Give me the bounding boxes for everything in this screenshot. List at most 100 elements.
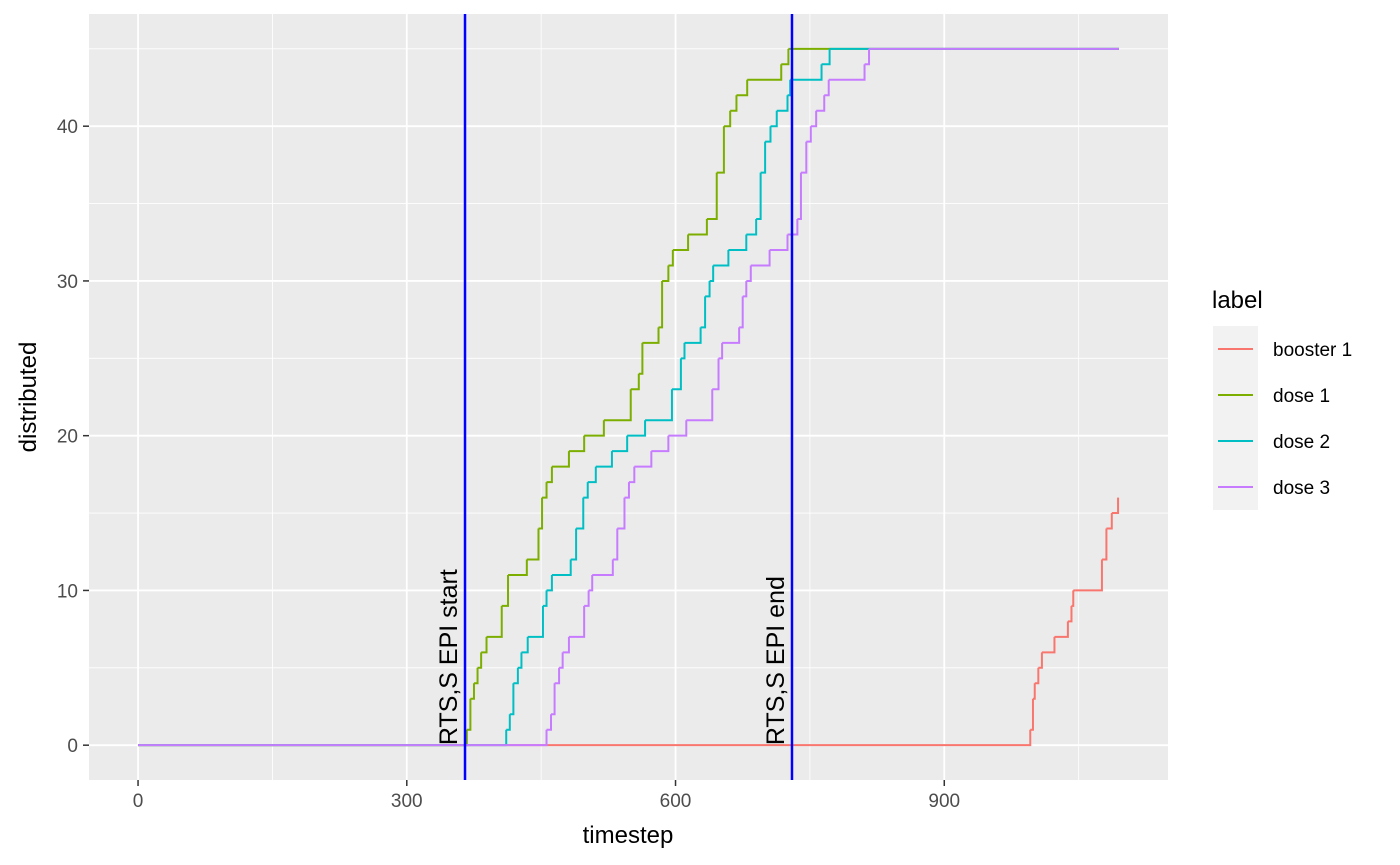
step-segment: [538, 497, 544, 530]
step-segment: [684, 327, 702, 344]
panel-background: [89, 14, 1168, 780]
step-segment: [542, 482, 548, 499]
step-segment: [517, 652, 523, 669]
step-segment: [624, 482, 630, 499]
step-segment: [506, 714, 511, 731]
step-segment: [508, 559, 528, 576]
y-axis-title: distributed: [15, 342, 42, 453]
step-segment: [1111, 497, 1120, 515]
step-segment: [730, 95, 738, 112]
step-segment: [627, 420, 647, 437]
step-segment: [722, 327, 741, 344]
step-segment: [651, 435, 670, 453]
step-segment: [712, 358, 720, 391]
step-segment: [686, 389, 714, 422]
step-segment: [584, 420, 605, 437]
step-segment: [570, 528, 578, 561]
step-segment: [742, 280, 748, 298]
x-axis-title: timestep: [583, 822, 674, 849]
step-segment: [612, 528, 619, 561]
step-segment: [756, 172, 762, 221]
step-segment: [568, 435, 586, 453]
step-segment: [706, 172, 718, 221]
step-segment: [746, 265, 752, 282]
step-segment: [595, 451, 613, 468]
step-segment: [705, 280, 711, 298]
step-segment: [584, 590, 590, 607]
step-segment: [769, 234, 789, 251]
step-segment: [592, 559, 614, 576]
step-segment: [634, 451, 653, 468]
step-segment: [542, 590, 548, 607]
x-tick-label: 900: [928, 791, 960, 812]
step-segment: [821, 48, 831, 66]
step-segment: [551, 559, 572, 576]
step-segment: [466, 698, 472, 731]
step-segment: [513, 667, 519, 685]
step-segment: [713, 249, 730, 267]
step-segment: [576, 497, 585, 530]
step-segment: [806, 126, 812, 143]
step-segment: [546, 466, 553, 484]
step-segment: [551, 451, 570, 468]
step-segment: [709, 265, 715, 282]
step-segment: [546, 574, 553, 592]
step-segment: [1067, 605, 1073, 623]
step-segment: [1054, 621, 1069, 638]
step-segment: [546, 714, 553, 731]
step-segment: [680, 342, 686, 360]
step-segment: [760, 141, 767, 174]
step-segment: [723, 110, 732, 128]
step-segment: [728, 234, 748, 251]
step-segment: [617, 497, 626, 530]
step-segment: [583, 482, 589, 499]
step-segment: [526, 528, 540, 561]
step-segment: [810, 110, 818, 128]
legend-label: dose 2: [1273, 432, 1330, 453]
step-segment: [658, 280, 664, 329]
step-segment: [1038, 652, 1043, 669]
y-tick-label: 20: [57, 427, 78, 448]
x-tick-label: 300: [391, 791, 423, 812]
step-segment: [776, 95, 789, 112]
legend-label: dose 3: [1273, 478, 1330, 499]
step-segment: [747, 64, 783, 81]
step-segment: [527, 605, 544, 638]
step-segment: [562, 636, 570, 654]
legend-label: booster 1: [1273, 340, 1352, 361]
step-segment: [662, 265, 670, 282]
step-segment: [638, 342, 644, 375]
step-segment: [787, 79, 792, 97]
step-segment: [470, 683, 475, 700]
step-segment: [816, 95, 826, 112]
step-segment: [828, 64, 866, 81]
step-segment: [672, 234, 690, 251]
step-segment: [1030, 698, 1034, 731]
step-segment: [568, 605, 586, 638]
step-segment: [1041, 636, 1056, 654]
step-segment: [716, 126, 725, 174]
step-segment: [628, 466, 636, 484]
step-segment: [477, 652, 483, 669]
step-segment: [739, 296, 744, 329]
step-segment: [736, 79, 749, 97]
step-segment: [481, 636, 488, 654]
step-segment: [521, 636, 529, 654]
legend-label: dose 1: [1273, 386, 1330, 407]
step-segment: [671, 358, 682, 391]
reference-label: RTS,S EPI start: [435, 569, 463, 745]
step-segment: [824, 79, 830, 97]
step-segment: [770, 110, 778, 128]
step-segment: [509, 683, 515, 716]
step-segment: [501, 574, 510, 607]
step-segment: [797, 172, 802, 221]
step-segment: [551, 683, 556, 716]
step-segment: [1032, 683, 1036, 700]
step-segment: [1034, 667, 1040, 685]
step-segment: [559, 652, 564, 669]
step-segment: [1101, 528, 1108, 561]
step-segment: [668, 249, 674, 267]
step-segment: [603, 389, 632, 422]
x-tick-label: 0: [133, 791, 144, 812]
